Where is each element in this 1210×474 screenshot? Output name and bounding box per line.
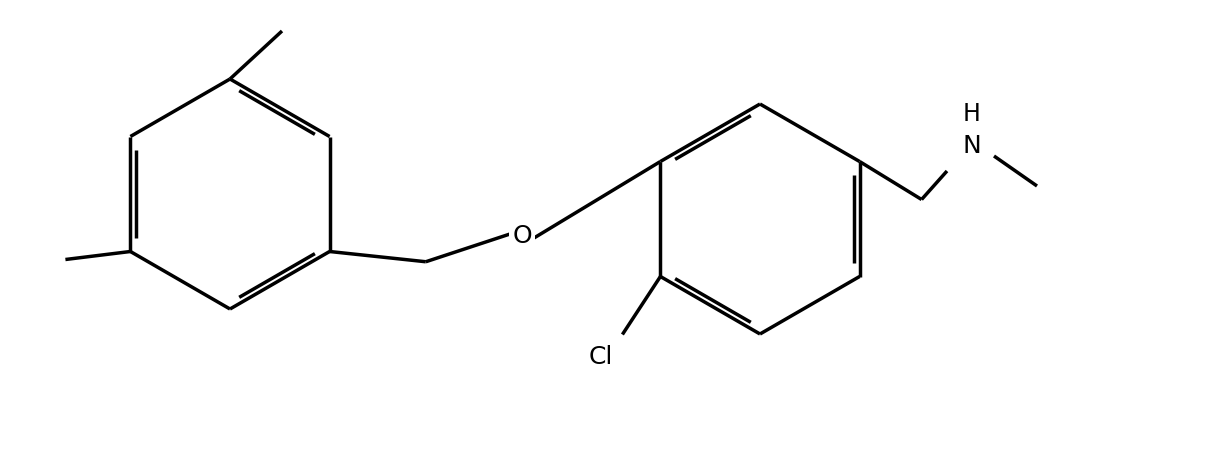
Text: Cl: Cl [588,345,612,368]
Text: H: H [963,102,981,126]
Text: O: O [512,224,532,248]
Text: N: N [963,134,981,158]
